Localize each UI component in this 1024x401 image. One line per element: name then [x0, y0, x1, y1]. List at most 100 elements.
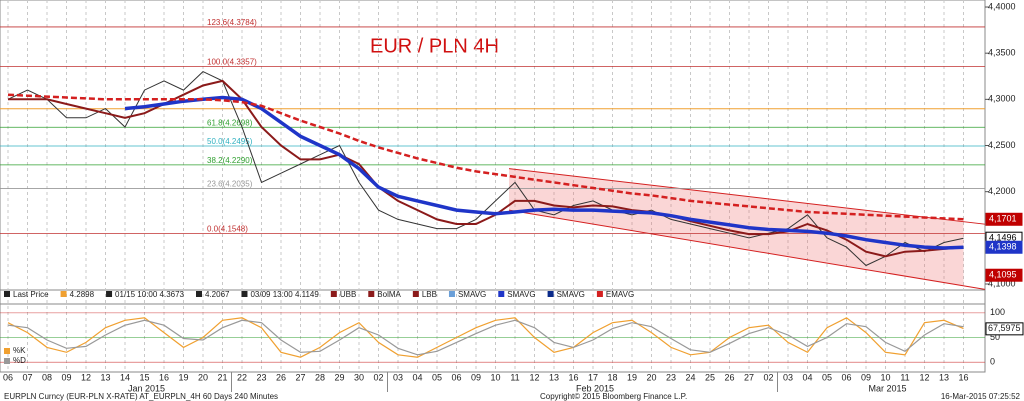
series-line [7, 319, 964, 356]
fib-label: 50.0(4.2495) [207, 137, 253, 146]
legend-label: LBB [422, 290, 437, 299]
price-label: 4,1701 [989, 214, 1017, 224]
x-tick-label: 19 [178, 372, 188, 382]
y-tick-label: 4,2500 [988, 140, 1016, 150]
x-tick-label: 04 [412, 372, 422, 382]
legend-swatch [4, 348, 10, 354]
x-tick-label: 16 [958, 372, 968, 382]
price-label: 4,1095 [989, 270, 1017, 280]
legend-label: SMAVG [557, 290, 585, 299]
x-tick-label: 26 [276, 372, 286, 382]
price-label: 4,1398 [989, 242, 1017, 252]
x-tick-label: 03 [783, 372, 793, 382]
x-tick-label: 26 [724, 372, 734, 382]
fib-label: 123.6(4.3784) [207, 18, 257, 27]
x-tick-label: 06 [451, 372, 461, 382]
legend-swatch [106, 291, 113, 297]
x-tick-label: 10 [880, 372, 890, 382]
month-label: Feb 2015 [576, 383, 614, 393]
y-tick-label: 4,3000 [988, 94, 1016, 104]
x-tick-label: 23 [256, 372, 266, 382]
legend-swatch [547, 291, 554, 297]
legend-swatch [60, 291, 67, 297]
y-tick-label: 50 [990, 332, 1000, 342]
legend-label: 4.2898 [70, 290, 95, 299]
legend-label: UBB [340, 290, 356, 299]
month-label: Jan 2015 [128, 383, 165, 393]
fib-label: 38.2(4.2290) [207, 156, 253, 165]
x-tick-label: 19 [627, 372, 637, 382]
x-tick-label: 09 [61, 372, 71, 382]
x-tick-label: 08 [42, 372, 52, 382]
legend-swatch [4, 291, 10, 297]
legend-swatch [596, 291, 603, 297]
legend-label: SMAVG [458, 290, 486, 299]
price-label-box [985, 212, 1023, 226]
x-tick-label: 28 [315, 372, 325, 382]
fib-label: 0.0(4.1548) [207, 225, 248, 234]
y-tick-label: 4,2000 [988, 186, 1016, 196]
y-tick-label: 4,4000 [988, 1, 1016, 11]
x-tick-label: 05 [432, 372, 442, 382]
legend-swatch [4, 358, 10, 364]
x-tick-label: 06 [841, 372, 851, 382]
x-tick-label: 13 [100, 372, 110, 382]
x-tick-label: 29 [334, 372, 344, 382]
legend-label: Last Price [13, 290, 49, 299]
y-tick-label: 100 [990, 307, 1005, 317]
x-tick-label: 24 [685, 372, 695, 382]
fib-label: 23.6(4.2035) [207, 180, 253, 189]
x-tick-label: 04 [802, 372, 812, 382]
price-label-box [985, 240, 1023, 254]
legend-swatch [241, 291, 248, 297]
x-tick-label: 27 [744, 372, 754, 382]
x-tick-label: 12 [81, 372, 91, 382]
x-tick-label: 18 [607, 372, 617, 382]
x-tick-label: 12 [919, 372, 929, 382]
x-tick-label: 11 [510, 372, 519, 382]
series-line [7, 93, 964, 221]
x-tick-label: 14 [120, 372, 130, 382]
price-label: 4,1496 [989, 233, 1017, 243]
x-tick-label: 09 [471, 372, 481, 382]
x-tick-label: 13 [549, 372, 559, 382]
legend-swatch [412, 291, 419, 297]
x-tick-label: 02 [763, 372, 773, 382]
y-tick-label: 4,3500 [988, 48, 1016, 58]
legend-swatch [330, 291, 337, 297]
legend-swatch [368, 291, 375, 297]
month-label: Mar 2015 [868, 383, 906, 393]
x-tick-label: 17 [588, 372, 598, 382]
x-tick-label: 23 [666, 372, 676, 382]
channel-lower [508, 209, 986, 290]
x-tick-label: 10 [490, 372, 500, 382]
y-tick-label: 4,1000 [988, 278, 1016, 288]
x-tick-label: 05 [822, 372, 832, 382]
price-label-box [985, 268, 1023, 282]
footer-center: Copyright© 2015 Bloomberg Finance L.P. [540, 392, 687, 401]
legend-label: 03/09 13:00 4.1149 [250, 290, 319, 299]
series-line [7, 317, 964, 358]
fib-label: 61.8(4.2698) [207, 118, 253, 127]
legend-label: %D [13, 356, 26, 365]
x-tick-label: 30 [354, 372, 364, 382]
current-box [985, 322, 1024, 336]
y-tick-label: 0 [990, 357, 995, 367]
x-tick-label: 09 [861, 372, 871, 382]
x-tick-label: 21 [217, 372, 227, 382]
legend-label: SMAVG [507, 290, 535, 299]
footer-left: EURPLN Curncy (EUR-PLN X-RATE) AT_EURPLN… [4, 392, 278, 401]
x-tick-label: 20 [198, 372, 208, 382]
current-label: 67,5975 [988, 323, 1021, 333]
x-tick-label: 03 [393, 372, 403, 382]
x-tick-label: 11 [900, 372, 909, 382]
legend-label: 4.2067 [205, 290, 230, 299]
chart-title: EUR / PLN 4H [370, 35, 499, 57]
legend-swatch [196, 291, 202, 297]
x-tick-label: 20 [646, 372, 656, 382]
x-tick-label: 15 [139, 372, 149, 382]
legend-label: BolMA [377, 290, 401, 299]
x-tick-label: 07 [22, 372, 32, 382]
x-tick-label: 25 [705, 372, 715, 382]
fib-label: 100.0(4.3357) [207, 57, 257, 66]
